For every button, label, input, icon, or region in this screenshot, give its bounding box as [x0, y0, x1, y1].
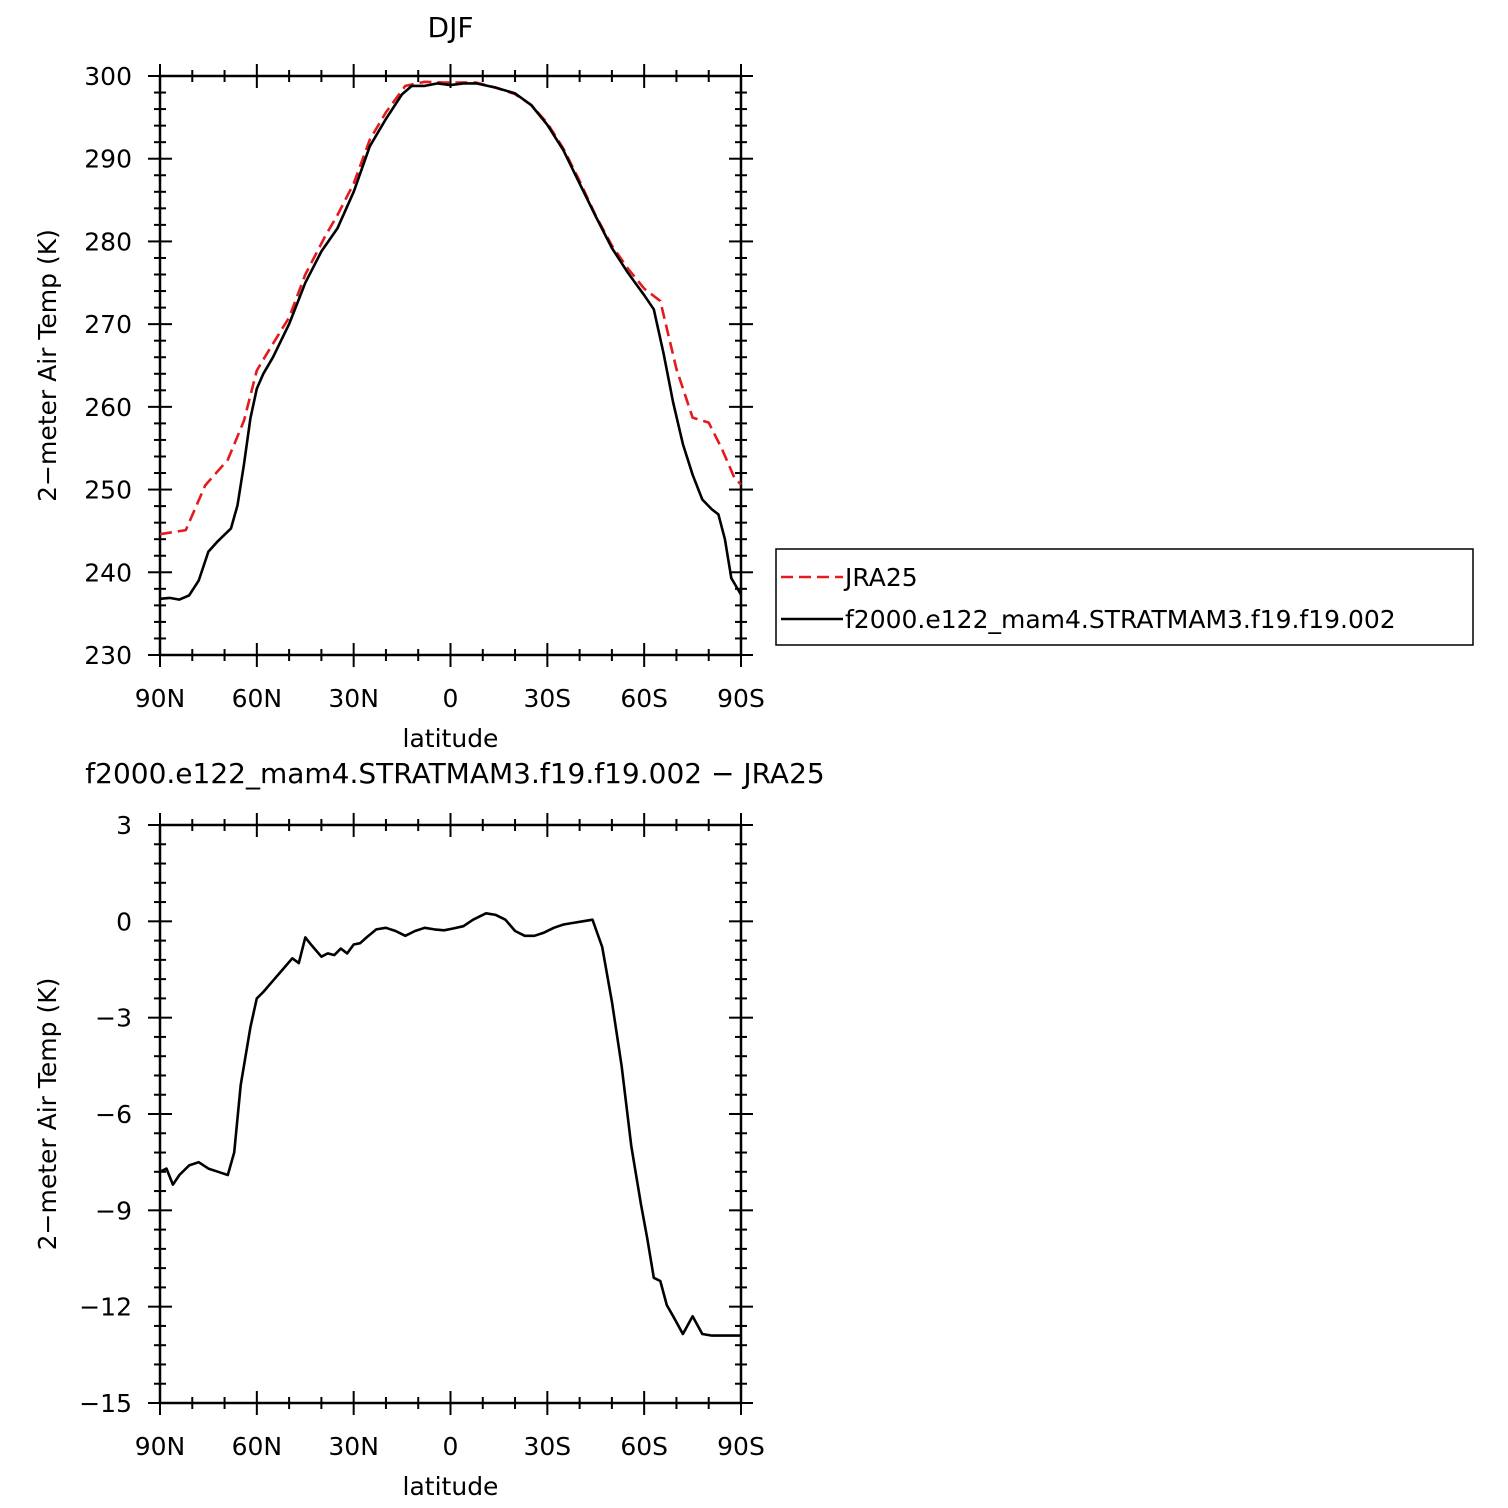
y-tick-label: 300 [84, 62, 132, 91]
y-tick-label: 250 [84, 476, 132, 505]
x-tick-label: 90N [135, 1432, 186, 1461]
y-axis-label: 2−meter Air Temp (K) [33, 229, 62, 502]
x-tick-label: 30S [523, 684, 571, 713]
x-tick-label: 90N [135, 684, 186, 713]
y-tick-label: 290 [84, 145, 132, 174]
series-line-1 [159, 80, 742, 536]
y-tick-label: 270 [84, 310, 132, 339]
plot-title: DJF [428, 11, 474, 44]
y-tick-label: 3 [116, 811, 132, 840]
series-line-2 [159, 82, 743, 601]
x-tick-label: 60N [232, 1432, 283, 1461]
y-tick-label: 0 [116, 907, 132, 936]
x-tick-label: 90S [717, 1432, 765, 1461]
x-tick-label: 0 [443, 1432, 459, 1461]
y-tick-label: −15 [79, 1389, 132, 1418]
legend-label: JRA25 [843, 563, 918, 592]
y-tick-label: 280 [84, 227, 132, 256]
panel-1: DJF 90N 60N 30N 0 30S 60S 90S latitude 230 240 250 2… [33, 11, 1474, 753]
x-tick-label: 60S [620, 1432, 668, 1461]
y-tick-label: −12 [79, 1293, 132, 1322]
panel-2: f2000.e122_mam4.STRATMAM3.f19.f19.002 − … [33, 757, 825, 1501]
x-tick-label: 30N [328, 1432, 379, 1461]
plot-frame [158, 823, 743, 1405]
x-axis-label: latitude [403, 1472, 499, 1501]
y-tick-label: −3 [95, 1004, 132, 1033]
x-axis-label: latitude [403, 724, 499, 753]
legend-box [775, 548, 1474, 646]
x-tick-label: 90S [717, 684, 765, 713]
x-tick-label: 60S [620, 684, 668, 713]
y-tick-label: −9 [95, 1196, 132, 1225]
x-tick-label: 30S [523, 1432, 571, 1461]
legend-label: f2000.e122_mam4.STRATMAM3.f19.f19.002 [845, 605, 1396, 634]
legend: JRA25 f2000.e122_mam4.STRATMAM3.f19.f19.0… [775, 548, 1474, 646]
y-axis-label: 2−meter Air Temp (K) [33, 978, 62, 1251]
y-tick-label: 230 [84, 641, 132, 670]
y-tick-label: 240 [84, 558, 132, 587]
series-line-1 [159, 912, 741, 1337]
x-tick-label: 60N [232, 684, 283, 713]
plot-title: f2000.e122_mam4.STRATMAM3.f19.f19.002 − … [85, 757, 824, 790]
y-tick-label: −6 [95, 1100, 132, 1129]
plot-frame [158, 74, 743, 657]
x-tick-label: 30N [328, 684, 379, 713]
y-tick-label: 260 [84, 393, 132, 422]
x-tick-label: 0 [443, 684, 459, 713]
